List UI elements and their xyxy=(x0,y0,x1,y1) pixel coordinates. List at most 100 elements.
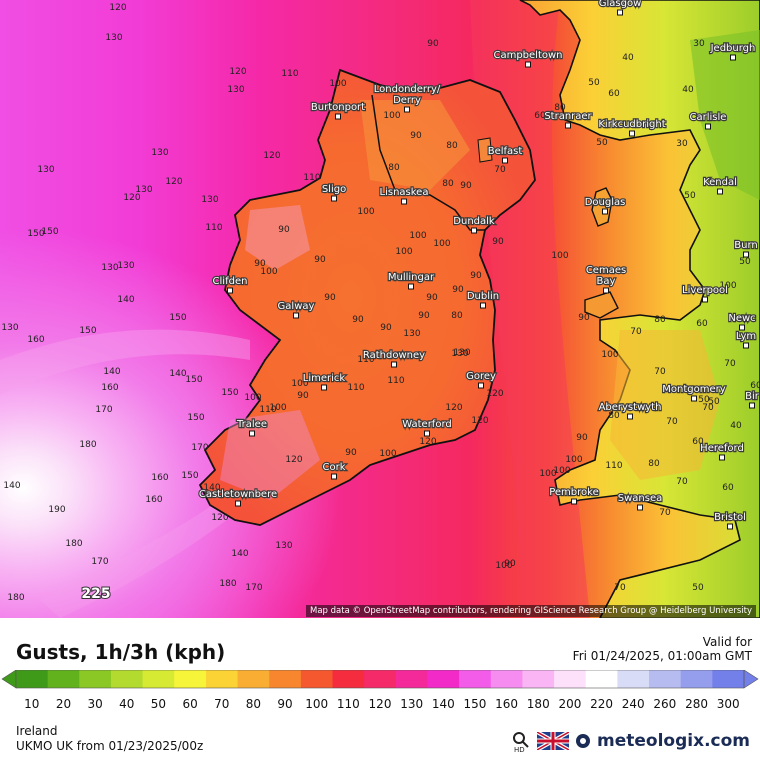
city-label: Campbeltown xyxy=(493,50,562,61)
gust-value-label: 100 xyxy=(601,350,618,360)
scale-tick-label: 130 xyxy=(400,697,423,711)
gust-value-label: 130 xyxy=(201,195,218,205)
magnifier-hd-icon[interactable]: HD xyxy=(511,730,531,752)
gust-value-label: 30 xyxy=(676,139,688,149)
city-marker: Glasgow xyxy=(598,0,642,16)
gust-value-label: 100 xyxy=(379,449,396,459)
city-marker: Castletownbere xyxy=(198,488,278,507)
scale-arrow-right xyxy=(743,670,759,689)
gust-value-label: 100 xyxy=(409,231,426,241)
scale-swatch xyxy=(174,670,207,688)
region-label: Ireland xyxy=(16,724,58,738)
gust-value-label: 100 xyxy=(395,247,412,257)
gust-value-label: 80 xyxy=(654,315,666,325)
city-label: Bristol xyxy=(714,512,746,523)
scale-tick-label: 280 xyxy=(685,697,708,711)
city-marker: Gorey xyxy=(465,370,497,389)
scale-swatch xyxy=(649,670,682,688)
city-label: Tralee xyxy=(236,419,267,430)
city-marker: Douglas xyxy=(583,196,627,215)
weather-map[interactable]: 120 130 120 110 130 100 90 130 120 130 130 110 120 13… xyxy=(0,0,760,618)
gust-value-label: 120 xyxy=(211,513,228,523)
gust-value-label: 150 xyxy=(79,326,96,336)
gust-value-label: 90 xyxy=(460,181,472,191)
scale-tick-label: 180 xyxy=(527,697,550,711)
city-marker: Kirkcudbright xyxy=(597,118,667,137)
gust-value-label: 180 xyxy=(7,593,24,603)
gust-value-label: 70 xyxy=(724,359,736,369)
city-marker: Montgomery xyxy=(661,383,727,402)
city-label: Burn xyxy=(734,240,757,251)
branding: HD meteologix.com xyxy=(511,730,750,752)
gust-value-label: 100 xyxy=(291,379,308,389)
city-marker: Campbeltown xyxy=(492,49,564,68)
gust-value-label: 90 xyxy=(578,313,590,323)
city-marker: Liverpool xyxy=(681,284,729,303)
city-label: Limerick xyxy=(303,373,346,384)
gust-value-label: 70 xyxy=(702,403,714,413)
gust-value-label: 40 xyxy=(682,85,694,95)
gust-value-label: 100 xyxy=(551,251,568,261)
city-label: Liverpool xyxy=(682,285,728,296)
gust-value-label: 160 xyxy=(27,335,44,345)
gust-value-label: 90 xyxy=(576,433,588,443)
gust-value-label: 90 xyxy=(380,323,392,333)
gust-value-label: 90 xyxy=(352,315,364,325)
gust-value-label: 170 xyxy=(91,557,108,567)
city-label: Lym xyxy=(736,331,756,342)
gust-value-label: 50 xyxy=(588,78,600,88)
scale-tick-label: 300 xyxy=(717,697,740,711)
city-label: Carlisle xyxy=(690,112,727,123)
city-layer: Glasgow Campbeltown Jedburgh Burtonport Lond… xyxy=(198,0,760,530)
gust-value-label: 170 xyxy=(191,443,208,453)
gust-value-label: 130 xyxy=(101,263,118,273)
city-label: Cork xyxy=(322,462,345,473)
gust-value-label: 130 xyxy=(135,185,152,195)
terrain-texture xyxy=(690,30,760,200)
gust-value-label: 100 xyxy=(383,111,400,121)
gust-value-label: 100 xyxy=(269,403,286,413)
city-marker: Burtonport xyxy=(310,101,366,120)
legend-panel: Gusts, 1h/3h (kph) Valid for Fri 01/24/2… xyxy=(0,618,760,760)
city-label: Pembroke xyxy=(549,487,599,498)
gust-value-label: 100 xyxy=(260,267,277,277)
city-marker: Jedburgh xyxy=(708,42,757,61)
scale-arrow-left xyxy=(1,670,17,689)
gust-value-label: 140 xyxy=(117,295,134,305)
scale-swatch xyxy=(237,670,270,688)
city-label: Belfast xyxy=(488,146,523,157)
city-marker: Swansea xyxy=(617,492,663,511)
gust-value-label: 90 xyxy=(418,311,430,321)
terrain-texture xyxy=(610,330,720,480)
gust-value-label: 170 xyxy=(245,583,262,593)
gust-value-label: 50 xyxy=(698,395,710,405)
gust-value-label: 160 xyxy=(151,473,168,483)
gust-value-label: 80 xyxy=(442,179,454,189)
scale-swatch xyxy=(585,670,618,688)
scale-swatch xyxy=(522,670,555,688)
scale-tick-label: 240 xyxy=(622,697,645,711)
gust-value-label: 50 xyxy=(684,191,696,201)
gust-value-label: 90 xyxy=(297,391,309,401)
gust-value-label: 90 xyxy=(345,448,357,458)
brand-name[interactable]: meteologix.com xyxy=(597,731,750,751)
city-label: Swansea xyxy=(618,493,662,504)
city-marker: Bristol xyxy=(713,511,747,530)
city-label: Clifden xyxy=(213,276,248,287)
scale-swatch xyxy=(712,670,745,688)
city-label: Gorey xyxy=(466,371,496,382)
uk-flag-icon[interactable] xyxy=(537,732,570,750)
gust-value-label: 90 xyxy=(427,39,439,49)
gust-value-label: 120 xyxy=(123,193,140,203)
gust-value-label: 130 xyxy=(275,541,292,551)
scale-swatch xyxy=(110,670,144,688)
scale-swatch xyxy=(16,670,49,688)
gust-value-label: 150 xyxy=(41,227,58,237)
city-marker: Dublin xyxy=(466,290,500,309)
gust-value-label: 70 xyxy=(676,477,688,487)
gust-value-label: 100 xyxy=(719,281,736,291)
gust-value-label: 110 xyxy=(347,383,364,393)
city-label: Bir xyxy=(745,391,760,402)
city-label: Glasgow xyxy=(599,0,642,9)
scale-tick-label: 140 xyxy=(432,697,455,711)
